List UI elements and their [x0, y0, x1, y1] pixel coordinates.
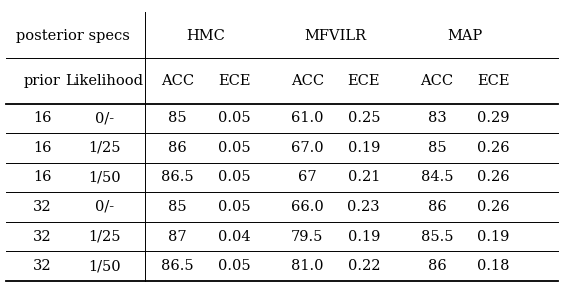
Text: 32: 32 — [33, 259, 52, 273]
Text: 0.26: 0.26 — [477, 141, 510, 155]
Text: 0.05: 0.05 — [218, 259, 250, 273]
Text: 84.5: 84.5 — [421, 170, 453, 185]
Text: 0.19: 0.19 — [477, 230, 510, 244]
Text: 16: 16 — [33, 111, 51, 126]
Text: 83: 83 — [428, 111, 447, 126]
Text: 0.05: 0.05 — [218, 141, 250, 155]
Text: 85: 85 — [428, 141, 447, 155]
Text: 0.05: 0.05 — [218, 170, 250, 185]
Text: ACC: ACC — [161, 74, 194, 88]
Text: 79.5: 79.5 — [291, 230, 324, 244]
Text: 86.5: 86.5 — [161, 170, 194, 185]
Text: 1/50: 1/50 — [88, 170, 121, 185]
Text: 0.25: 0.25 — [347, 111, 380, 126]
Text: ECE: ECE — [218, 74, 250, 88]
Text: 32: 32 — [33, 200, 52, 214]
Text: 86: 86 — [428, 200, 447, 214]
Text: 0.23: 0.23 — [347, 200, 380, 214]
Text: 0.26: 0.26 — [477, 200, 510, 214]
Text: 16: 16 — [33, 170, 51, 185]
Text: 85: 85 — [168, 111, 187, 126]
Text: 0.26: 0.26 — [477, 170, 510, 185]
Text: ECE: ECE — [477, 74, 510, 88]
Text: 85: 85 — [168, 200, 187, 214]
Text: 1/50: 1/50 — [88, 259, 121, 273]
Text: 0.19: 0.19 — [347, 141, 380, 155]
Text: 1/25: 1/25 — [88, 230, 121, 244]
Text: 0.19: 0.19 — [347, 230, 380, 244]
Text: 0/-: 0/- — [95, 111, 114, 126]
Text: ACC: ACC — [291, 74, 324, 88]
Text: 0.21: 0.21 — [347, 170, 380, 185]
Text: 87: 87 — [168, 230, 187, 244]
Text: 81.0: 81.0 — [291, 259, 324, 273]
Text: 0.22: 0.22 — [347, 259, 380, 273]
Text: 85.5: 85.5 — [421, 230, 453, 244]
Text: prior: prior — [24, 74, 61, 88]
Text: 66.0: 66.0 — [291, 200, 324, 214]
Text: 0.05: 0.05 — [218, 111, 250, 126]
Text: 67: 67 — [298, 170, 317, 185]
Text: HMC: HMC — [187, 29, 225, 43]
Text: Likelihood: Likelihood — [65, 74, 143, 88]
Text: 0/-: 0/- — [95, 200, 114, 214]
Text: 32: 32 — [33, 230, 52, 244]
Text: 0.05: 0.05 — [218, 200, 250, 214]
Text: 67.0: 67.0 — [291, 141, 324, 155]
Text: 0.29: 0.29 — [477, 111, 510, 126]
Text: ECE: ECE — [347, 74, 380, 88]
Text: 16: 16 — [33, 141, 51, 155]
Text: posterior specs: posterior specs — [16, 29, 130, 43]
Text: MAP: MAP — [448, 29, 483, 43]
Text: MFVILR: MFVILR — [305, 29, 367, 43]
Text: 0.04: 0.04 — [218, 230, 250, 244]
Text: 86.5: 86.5 — [161, 259, 194, 273]
Text: 1/25: 1/25 — [88, 141, 121, 155]
Text: 86: 86 — [168, 141, 187, 155]
Text: ACC: ACC — [421, 74, 453, 88]
Text: 86: 86 — [428, 259, 447, 273]
Text: 61.0: 61.0 — [291, 111, 324, 126]
Text: 0.18: 0.18 — [477, 259, 510, 273]
